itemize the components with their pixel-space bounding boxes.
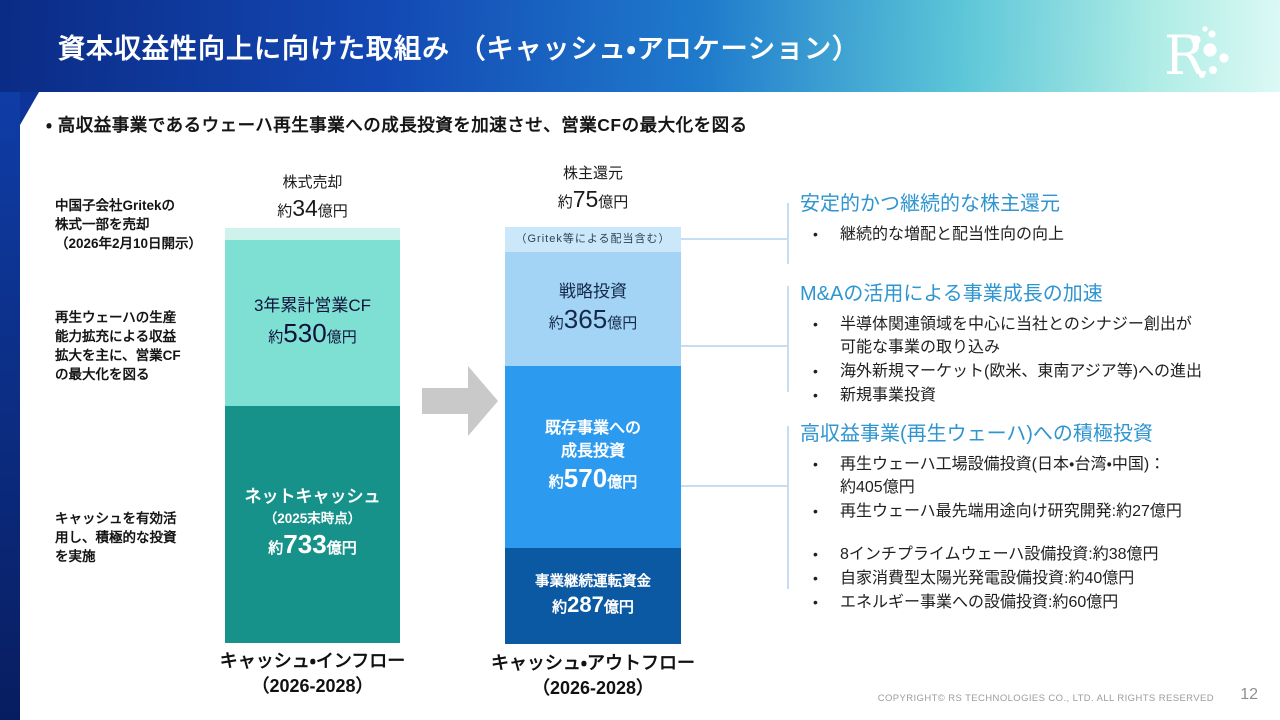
bar-segment-existing-business: 既存事業への 成長投資 約570億円 <box>505 366 681 548</box>
bar-segment-share-sale <box>225 228 400 240</box>
page-title: 資本収益性向上に向けた取組み （キャッシュ・アロケーション） <box>58 33 861 64</box>
segment-note: （Gritek等による配当含む） <box>515 233 671 245</box>
inflow-top-label: 株式売却 約34億円 <box>225 172 400 226</box>
corner-bevel <box>20 92 39 125</box>
logo-r-icon: R <box>1164 24 1229 87</box>
bullet-list: 再生ウェーハ工場設備投資(日本・台湾・中国)： 約405億円 再生ウェーハ最先端… <box>800 453 1255 614</box>
outflow-bar: （Gritek等による配当含む） 戦略投資 約365億円 既存事業への 成長投資… <box>505 227 681 644</box>
footer-copyright: COPYRIGHT© RS TECHNOLOGIES CO., LTD. ALL… <box>877 693 1214 704</box>
logo-letter: R <box>1164 24 1206 84</box>
segment-value: 約365億円 <box>548 303 638 334</box>
segment-label: 3年累計営業CF <box>253 295 372 315</box>
segment-sublabel: （2025末時点） <box>263 511 362 526</box>
annotation-cash-use: キャッシュを有効活 用し、積極的な投資 を実施 <box>55 511 177 564</box>
segment-label: ネットキャッシュ <box>244 487 381 506</box>
bullet-item: エネルギー事業への設備投資:約60億円 <box>800 591 1255 614</box>
bullet-item: 新規事業投資 <box>800 384 1255 407</box>
block-ma-growth: M&Aの活用による事業成長の加速 半導体関連領域を中心に当社とのシナジー創出が … <box>800 281 1255 408</box>
segment-value: 約733億円 <box>268 529 357 559</box>
segment-sublabel: 成長投資 <box>560 442 625 460</box>
outflow-top-label: 株主還元 約75億円 <box>505 163 681 217</box>
outflow-caption: キャッシュ・アウトフロー （2026-2028） <box>465 651 721 701</box>
bullet-list: 継続的な増配と配当性向の向上 <box>800 223 1255 246</box>
bullet-item: 半導体関連領域を中心に当社とのシナジー創出が 可能な事業の取り込み <box>800 313 1255 359</box>
block-heading: 高収益事業(再生ウェーハ)への積極投資 <box>800 423 1153 445</box>
inflow-bar: 3年累計営業CF 約530億円 ネットキャッシュ （2025末時点） 約733億… <box>225 228 400 643</box>
inflow-caption-line1: キャッシュ・インフロー <box>219 651 406 671</box>
outflow-caption-line2: （2026-2028） <box>531 678 655 698</box>
connector-line <box>787 426 789 589</box>
inflow-top-label-value: 約34億円 <box>277 195 348 221</box>
left-accent-strip <box>0 92 20 720</box>
flow-arrow-icon <box>422 362 500 445</box>
bullet-item: 継続的な増配と配当性向の向上 <box>800 223 1255 246</box>
block-heading: 安定的かつ継続的な株主還元 <box>800 193 1060 215</box>
annotation-operating-cf: 再生ウェーハの生産 能力拡充による収益 拡大を主に、営業CF の最大化を図る <box>55 310 181 382</box>
bullet-item: 再生ウェーハ工場設備投資(日本・台湾・中国)： 約405億円 <box>800 453 1255 499</box>
bar-segment-working-capital: 事業継続運転資金 約287億円 <box>505 548 681 644</box>
inflow-caption: キャッシュ・インフロー （2026-2028） <box>185 649 440 699</box>
outflow-top-label-title: 株主還元 <box>562 165 623 182</box>
inflow-top-label-title: 株式売却 <box>282 174 343 191</box>
segment-label: 戦略投資 <box>559 281 627 301</box>
connector-line <box>681 485 787 487</box>
bullet-list: 半導体関連領域を中心に当社とのシナジー創出が 可能な事業の取り込み 海外新規マー… <box>800 313 1255 407</box>
block-wafer-investment: 高収益事業(再生ウェーハ)への積極投資 再生ウェーハ工場設備投資(日本・台湾・中… <box>800 421 1255 615</box>
bullet-item: 再生ウェーハ最先端用途向け研究開発:約27億円 <box>800 500 1255 523</box>
segment-value: 約570億円 <box>548 462 638 493</box>
connector-line <box>681 345 787 347</box>
connector-line <box>681 238 787 240</box>
bar-segment-net-cash: ネットキャッシュ （2025末時点） 約733億円 <box>225 406 400 643</box>
segment-label: 既存事業への <box>544 419 641 437</box>
company-logo: R <box>1158 14 1254 87</box>
connector-line <box>787 286 789 392</box>
annotation-gritek-sale: 中国子会社Gritekの 株式一部を売却 （2026年2月10日開示） <box>55 198 203 251</box>
inflow-caption-line2: （2026-2028） <box>251 676 374 696</box>
header-band <box>0 0 1280 92</box>
bullet-item: 8インチプライムウェーハ設備投資:約38億円 <box>800 543 1255 566</box>
bar-segment-shareholder-return: （Gritek等による配当含む） <box>505 227 681 252</box>
segment-value: 約287億円 <box>552 591 634 617</box>
intro-text: ・ 高収益事業であるウェーハ再生事業への成長投資を加速させ、営業CFの最大化を図… <box>46 115 748 135</box>
segment-label: 事業継続運転資金 <box>535 573 651 590</box>
page-number: 12 <box>1240 686 1258 703</box>
outflow-caption-line1: キャッシュ・アウトフロー <box>490 653 696 673</box>
bullet-item: 海外新規マーケット(欧米、東南アジア等)への進出 <box>800 360 1255 383</box>
bar-segment-operating-cf: 3年累計営業CF 約530億円 <box>225 240 400 406</box>
connector-line <box>787 203 789 264</box>
block-shareholder-return: 安定的かつ継続的な株主還元 継続的な増配と配当性向の向上 <box>800 191 1255 247</box>
outflow-top-label-value: 約75億円 <box>557 186 629 212</box>
bar-segment-strategic-investment: 戦略投資 約365億円 <box>505 252 681 366</box>
bullet-item: 自家消費型太陽光発電設備投資:約40億円 <box>800 567 1255 590</box>
block-heading: M&Aの活用による事業成長の加速 <box>800 283 1103 305</box>
segment-value: 約530億円 <box>268 317 357 348</box>
